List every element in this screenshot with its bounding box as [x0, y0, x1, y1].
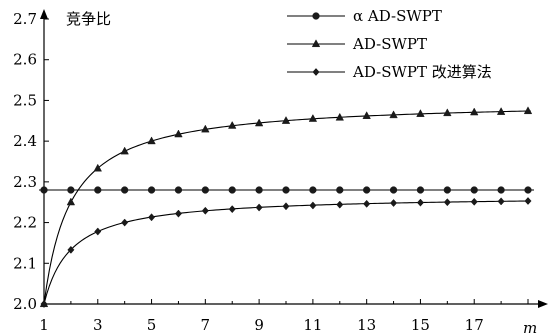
data-point — [201, 186, 209, 194]
data-point — [228, 186, 236, 194]
data-point — [281, 116, 291, 124]
x-tick-label: 13 — [357, 316, 376, 334]
data-point — [255, 203, 263, 212]
data-point — [335, 112, 344, 121]
legend-marker — [311, 39, 321, 48]
x-tick-label: 9 — [254, 316, 264, 334]
x-tick-label: 11 — [303, 316, 322, 334]
data-point — [389, 186, 398, 194]
data-point — [308, 114, 318, 122]
data-point — [147, 136, 156, 145]
data-point — [524, 197, 532, 205]
y-tick-label: 2.6 — [13, 51, 37, 69]
data-point — [174, 186, 183, 194]
legend-item: AD-SWPT — [287, 35, 427, 53]
x-tick-label: 15 — [411, 316, 430, 334]
y-axis-arrow — [40, 9, 48, 19]
data-point — [93, 163, 102, 172]
data-point — [363, 186, 371, 194]
y-axis-title: 竞争比 — [66, 10, 111, 28]
y-tick-label: 2.0 — [13, 295, 37, 313]
legend-label: AD-SWPT 改进算法 — [352, 63, 492, 81]
data-point — [147, 186, 156, 194]
x-tick-label: 7 — [201, 316, 211, 334]
data-point — [524, 186, 532, 194]
y-tick-label: 2.2 — [13, 214, 37, 232]
x-axis-arrow — [538, 300, 548, 308]
legend: α AD-SWPT AD-SWPT AD-SWPT 改进算法 — [287, 7, 492, 81]
x-axis-title: m — [523, 319, 537, 336]
data-point — [40, 300, 48, 308]
data-point — [362, 111, 371, 119]
data-point — [121, 186, 129, 194]
series-1 — [39, 186, 534, 194]
data-point — [443, 108, 452, 117]
data-point — [282, 202, 290, 211]
data-point — [470, 197, 478, 206]
data-point — [94, 227, 102, 236]
data-point — [282, 186, 290, 194]
x-tick-label: 5 — [147, 316, 157, 334]
data-point — [94, 186, 102, 194]
series-2 — [39, 106, 533, 308]
data-point — [309, 186, 317, 194]
data-point — [390, 199, 398, 208]
legend-label: α AD-SWPT — [353, 7, 442, 25]
data-point — [174, 209, 182, 218]
data-point — [496, 107, 506, 115]
data-point — [255, 186, 263, 194]
data-point — [523, 106, 533, 115]
y-tick-label: 2.4 — [13, 132, 37, 150]
data-point — [416, 109, 425, 117]
x-tick-label: 17 — [465, 316, 484, 334]
legend-marker — [312, 12, 320, 20]
data-point — [416, 186, 425, 194]
data-point — [148, 213, 156, 222]
data-point — [67, 245, 75, 254]
data-point — [497, 186, 505, 194]
legend-item: α AD-SWPT — [287, 7, 442, 25]
data-point — [443, 198, 451, 207]
data-point — [470, 107, 479, 116]
data-point — [67, 186, 75, 194]
data-point — [309, 201, 317, 210]
series-3 — [40, 197, 532, 308]
data-point — [363, 199, 371, 208]
data-point — [443, 186, 451, 194]
series-line — [43, 200, 531, 305]
y-tick-label: 2.7 — [13, 10, 37, 28]
axes: 1 3 5 7 9 11 13 15 172.02.12.22.32.42.52.62.7 — [13, 9, 548, 334]
legend-marker — [312, 68, 320, 76]
data-point — [66, 197, 76, 206]
y-tick-label: 2.5 — [13, 91, 37, 109]
data-point — [228, 120, 237, 129]
x-tick-label: 3 — [93, 316, 103, 334]
data-point — [470, 186, 478, 194]
data-point — [174, 129, 183, 138]
x-tick-label: 1 — [39, 316, 49, 334]
data-point — [228, 205, 236, 214]
data-point — [40, 186, 48, 194]
y-tick-label: 2.3 — [13, 173, 37, 191]
data-point — [336, 186, 344, 194]
data-point — [201, 124, 210, 133]
data-point — [497, 197, 505, 206]
data-point — [389, 110, 398, 119]
series-layer — [39, 106, 534, 308]
data-point — [254, 118, 264, 127]
data-point — [120, 146, 129, 155]
legend-item: AD-SWPT 改进算法 — [287, 63, 492, 81]
data-point — [336, 200, 344, 209]
data-point — [416, 198, 424, 207]
data-point — [121, 218, 129, 227]
data-point — [201, 206, 209, 215]
y-tick-label: 2.1 — [13, 254, 37, 272]
legend-label: AD-SWPT — [352, 35, 427, 53]
